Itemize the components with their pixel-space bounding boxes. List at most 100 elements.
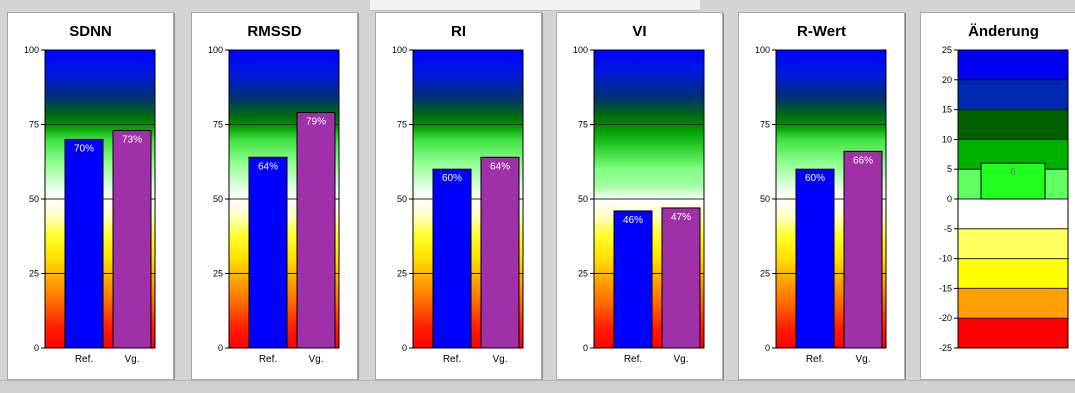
data-label: 64% [258, 161, 278, 172]
chart-panel: R-Wert 0 25 50 75 100 60% Ref. 66% Vg. [738, 12, 905, 380]
y-tick-label: 5 [947, 164, 952, 174]
bar-ref [248, 156, 288, 349]
y-tick-label: 50 [29, 194, 39, 204]
y-tick-label: 50 [760, 194, 770, 204]
x-tick-label: Vg. [308, 354, 323, 365]
background-band [958, 228, 1068, 259]
background-band [958, 258, 1068, 289]
data-label: 60% [442, 173, 462, 184]
bottom-band [0, 380, 1075, 393]
bar-ref [432, 168, 472, 349]
y-tick-label: 75 [29, 120, 39, 130]
y-tick-label: 0 [218, 343, 223, 353]
y-tick-label: 50 [578, 194, 588, 204]
y-tick-label: 0 [34, 343, 39, 353]
chart-title: SDNN [69, 23, 112, 40]
x-tick-label: Vg. [855, 354, 870, 365]
bar-vg [661, 207, 701, 349]
y-tick-label: 75 [213, 120, 223, 130]
background-band [958, 79, 1068, 110]
chart-svg: 0 25 50 75 100 60% Ref. 64% Vg. [392, 45, 524, 365]
y-tick-label: 10 [942, 134, 952, 144]
bar-vg [480, 156, 520, 349]
bar-ref [613, 210, 653, 349]
chart-panel: RMSSD 0 25 50 75 100 64% Ref. 79% Vg. [191, 12, 358, 380]
background-band [958, 109, 1068, 140]
y-tick-label: 100 [392, 45, 407, 55]
y-tick-label: 20 [942, 75, 952, 85]
data-label: 73% [122, 134, 142, 145]
bar-ref [795, 168, 835, 349]
y-tick-label: 25 [942, 45, 952, 55]
background-band [958, 318, 1068, 348]
bar-change [980, 162, 1046, 200]
top-strip [370, 0, 700, 11]
chart-svg: 0 25 50 75 100 60% Ref. 66% Vg. [755, 45, 887, 365]
chart-title: Änderung [968, 23, 1039, 40]
plot-border [412, 49, 524, 349]
background-band [958, 288, 1068, 319]
chart-panel: RI 0 25 50 75 100 60% Ref. 64% Vg. [375, 12, 542, 380]
chart-title: RI [451, 23, 466, 40]
y-tick-label: 50 [397, 194, 407, 204]
bar-vg [112, 129, 152, 349]
plot-border [957, 49, 1069, 349]
data-label: 6 [1010, 167, 1016, 178]
bar-ref [64, 138, 104, 349]
data-label: 66% [853, 155, 873, 166]
data-label: 60% [805, 173, 825, 184]
chart-svg: 0 25 50 75 100 46% Ref. 47% Vg. [573, 45, 705, 365]
data-label: 79% [306, 117, 326, 128]
chart-title: VI [632, 23, 647, 40]
y-tick-label: 100 [755, 45, 770, 55]
chart-panel: SDNN 0 25 50 75 100 70% Ref. 73% Vg. [7, 12, 174, 380]
plot-border [775, 49, 887, 349]
y-tick-label: 25 [578, 269, 588, 279]
plot-border [593, 49, 705, 349]
plot-border [228, 49, 340, 349]
y-tick-label: 100 [573, 45, 588, 55]
background-band [958, 50, 1068, 80]
bar-vg [296, 112, 336, 349]
y-tick-label: 25 [397, 269, 407, 279]
y-tick-label: 0 [765, 343, 770, 353]
x-tick-label: Ref. [806, 354, 824, 365]
plot-border [44, 49, 156, 349]
y-tick-label: 15 [942, 105, 952, 115]
data-label: 46% [623, 215, 643, 226]
chart-svg: 0 25 50 75 100 70% Ref. 73% Vg. [24, 45, 156, 365]
x-tick-label: Ref. [624, 354, 642, 365]
chart-title: RMSSD [247, 23, 302, 40]
y-tick-label: 25 [29, 269, 39, 279]
y-tick-label: -15 [939, 283, 952, 293]
y-tick-label: 0 [583, 343, 588, 353]
data-label: 47% [671, 212, 691, 223]
chart-panel: VI 0 25 50 75 100 46% Ref. 47% Vg. [556, 12, 723, 380]
chart-svg: -25 -20 -15 -10 -5 0 5 10 15 20 25 6 [939, 45, 1069, 353]
bar-vg [843, 150, 883, 349]
y-tick-label: 50 [213, 194, 223, 204]
data-label: 70% [74, 143, 94, 154]
x-tick-label: Vg. [492, 354, 507, 365]
y-tick-label: -25 [939, 343, 952, 353]
y-tick-label: 75 [578, 120, 588, 130]
y-tick-label: 0 [402, 343, 407, 353]
y-tick-label: -20 [939, 313, 952, 323]
y-tick-label: 25 [213, 269, 223, 279]
x-tick-label: Ref. [75, 354, 93, 365]
chart-panel: Änderung -25 -20 -15 -10 -5 0 5 10 15 20 25 6 [920, 12, 1075, 380]
y-tick-label: 100 [208, 45, 223, 55]
data-label: 64% [490, 161, 510, 172]
y-tick-label: -10 [939, 254, 952, 264]
x-tick-label: Vg. [124, 354, 139, 365]
x-tick-label: Ref. [259, 354, 277, 365]
y-tick-label: 100 [24, 45, 39, 55]
y-tick-label: 75 [760, 120, 770, 130]
background-band [958, 199, 1068, 229]
chart-svg: 0 25 50 75 100 64% Ref. 79% Vg. [208, 45, 340, 365]
y-tick-label: 0 [947, 194, 952, 204]
x-tick-label: Vg. [673, 354, 688, 365]
x-tick-label: Ref. [443, 354, 461, 365]
y-tick-label: -5 [944, 224, 952, 234]
chart-title: R-Wert [797, 23, 846, 40]
